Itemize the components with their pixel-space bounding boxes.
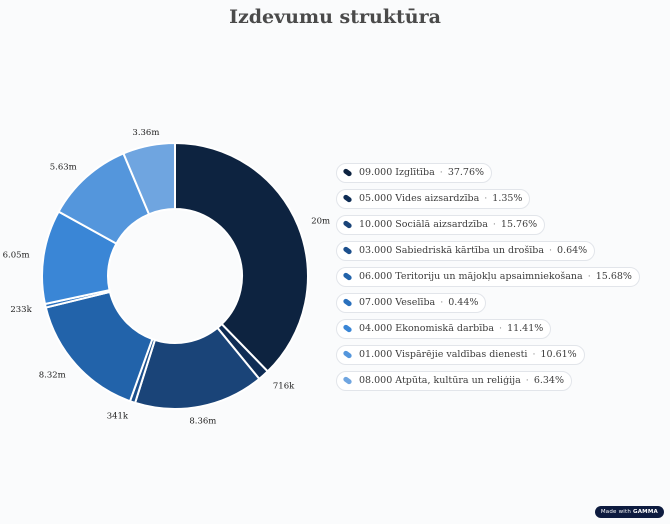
legend-row: 05.000 Vides aizsardzība · 1.35% [336, 186, 616, 212]
legend-swatch-icon [342, 167, 353, 178]
legend-swatch-icon [342, 375, 353, 386]
legend-separator: · [499, 323, 503, 334]
slice-data-label-6: 6.05m [3, 251, 30, 261]
legend-item-name: 04.000 Ekonomiskā darbība [359, 323, 495, 334]
legend-item-name: 08.000 Atpūta, kultūra un reliģija [359, 375, 521, 386]
legend-separator: · [440, 297, 444, 308]
legend-swatch-icon [342, 245, 353, 256]
legend-row: 04.000 Ekonomiskā darbība · 11.41% [336, 316, 616, 342]
slice-data-label-3: 341k [107, 411, 129, 421]
chart-legend: 09.000 Izglītība · 37.76% 05.000 Vides aizs… [336, 160, 640, 394]
legend-item-name: 03.000 Sabiedriskā kārtība un drošība [359, 245, 544, 256]
legend-item-1[interactable]: 05.000 Vides aizsardzība · 1.35% [336, 188, 531, 209]
legend-separator: · [549, 245, 553, 256]
legend-row: 07.000 Veselība · 0.44% [336, 290, 616, 316]
legend-swatch-icon [342, 297, 353, 308]
legend-item-5[interactable]: 07.000 Veselība · 0.44% [336, 292, 487, 313]
legend-item-percent: 37.76% [447, 167, 485, 178]
legend-row: 01.000 Vispārējie valdības dienesti · 10.6… [336, 342, 616, 368]
legend-swatch-icon [342, 271, 353, 282]
legend-separator: · [484, 193, 488, 204]
legend-separator: · [587, 271, 591, 282]
legend-item-name: 10.000 Sociālā aizsardzība [359, 219, 488, 230]
made-with-gamma-badge[interactable]: Made with GAMMA [594, 506, 664, 518]
legend-item-percent: 0.44% [448, 297, 479, 308]
legend-row: 09.000 Izglītība · 37.76% [336, 160, 616, 186]
legend-item-2[interactable]: 10.000 Sociālā aizsardzība · 15.76% [336, 214, 546, 235]
legend-item-7[interactable]: 01.000 Vispārējie valdības dienesti · 10.6… [336, 344, 585, 365]
legend-item-percent: 10.61% [540, 349, 577, 360]
donut-slice-0[interactable] [174, 141, 309, 373]
legend-item-percent: 1.35% [492, 193, 523, 204]
legend-item-percent: 15.76% [500, 219, 538, 230]
legend-item-name: 01.000 Vispārējie valdības dienesti [359, 349, 528, 360]
legend-swatch-icon [342, 219, 353, 230]
legend-swatch-icon [342, 349, 353, 360]
legend-item-percent: 11.41% [507, 323, 544, 334]
donut-slice-8[interactable] [122, 141, 176, 216]
legend-item-percent: 15.68% [595, 271, 632, 282]
legend-item-4[interactable]: 06.000 Teritoriju un mājokļu apsaimnieko… [336, 266, 640, 287]
legend-item-percent: 0.64% [557, 245, 588, 256]
slice-data-label-5: 233k [10, 305, 32, 315]
legend-item-0[interactable]: 09.000 Izglītība · 37.76% [336, 162, 493, 183]
slice-data-label-0: 20m [311, 217, 330, 227]
legend-item-8[interactable]: 08.000 Atpūta, kultūra un reliģija · 6.34% [336, 370, 573, 391]
slice-data-label-8: 3.36m [132, 128, 159, 138]
legend-item-percent: 6.34% [533, 375, 565, 386]
legend-item-6[interactable]: 04.000 Ekonomiskā darbība · 11.41% [336, 318, 552, 339]
legend-row: 08.000 Atpūta, kultūra un reliģija · 6.34% [336, 368, 616, 394]
badge-brand: GAMMA [633, 509, 658, 515]
legend-row: 10.000 Sociālā aizsardzība · 15.76% [336, 212, 616, 238]
legend-item-name: 07.000 Veselība [359, 297, 436, 308]
legend-separator: · [492, 219, 496, 230]
slice-data-label-2: 8.36m [189, 416, 216, 426]
slice-data-label-7: 5.63m [50, 163, 77, 173]
legend-item-3[interactable]: 03.000 Sabiedriskā kārtība un drošība · 0.… [336, 240, 596, 261]
legend-swatch-icon [342, 323, 353, 334]
chart-title: Izdevumu struktūra [229, 6, 441, 28]
slice-data-label-4: 8.32m [39, 370, 66, 380]
legend-separator: · [532, 349, 536, 360]
legend-item-name: 06.000 Teritoriju un mājokļu apsaimnieko… [359, 271, 583, 282]
legend-swatch-icon [342, 193, 353, 204]
legend-item-name: 09.000 Izglītība [359, 167, 435, 178]
slice-data-label-1: 716k [273, 382, 295, 392]
legend-separator: · [439, 167, 443, 178]
legend-separator: · [525, 375, 529, 386]
donut-slice-4[interactable] [44, 290, 154, 403]
legend-item-name: 05.000 Vides aizsardzība [359, 193, 480, 204]
legend-row: 03.000 Sabiedriskā kārtība un drošība · 0.… [336, 238, 616, 264]
badge-prefix: Made with [600, 509, 632, 515]
legend-row: 06.000 Teritoriju un mājokļu apsaimnieko… [336, 264, 640, 290]
